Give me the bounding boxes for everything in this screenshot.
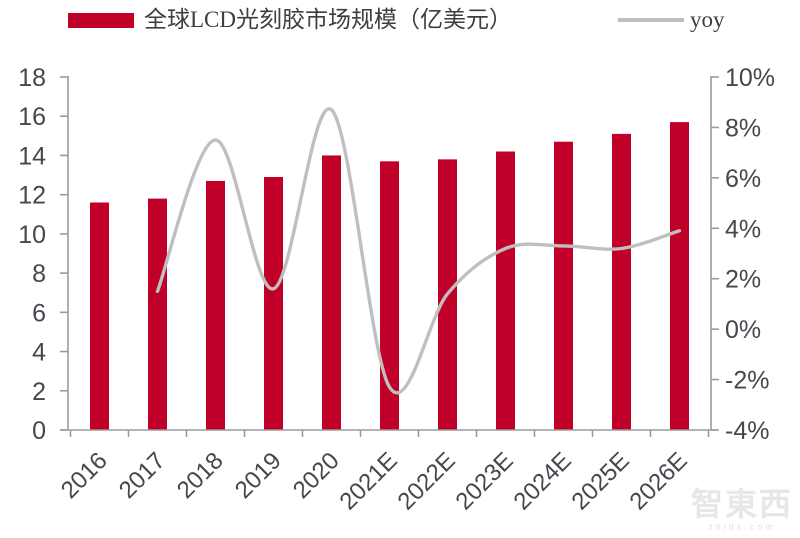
x-axis-label-2018: 2018 (172, 447, 229, 504)
left-axis-tick-label: 0 (32, 417, 46, 445)
line-series-swatch (618, 18, 684, 22)
bar-series-label: 全球LCD光刻胶市场规模（亿美元） (144, 7, 512, 32)
right-axis-tick-label: -4% (725, 417, 769, 445)
legend: 全球LCD光刻胶市场规模（亿美元） yoy (0, 0, 800, 40)
yoy-line (155, 107, 682, 395)
right-axis-tick-label: 8% (725, 114, 761, 142)
left-axis-tick-label: 10 (18, 221, 46, 249)
bar-series-swatch (68, 12, 134, 28)
bar-2021E (380, 161, 399, 431)
left-axis-tick-label: 4 (32, 339, 46, 367)
right-axis-tick-label: 4% (725, 215, 761, 243)
right-axis-tick-label: 10% (725, 64, 775, 92)
bar-2016 (90, 202, 109, 430)
x-axis-label-2023E: 2023E (451, 447, 519, 515)
right-axis-tick-label: 2% (725, 266, 761, 294)
bar-2025E (612, 133, 631, 430)
x-axis-label-2025E: 2025E (567, 447, 635, 515)
left-axis-tick-label: 2 (32, 378, 46, 406)
left-axis-tick-label: 6 (32, 299, 46, 327)
bar-2023E (496, 151, 515, 430)
left-axis-tick-label: 18 (18, 64, 46, 92)
left-axis-tick-label: 12 (18, 182, 46, 210)
bar-2019 (264, 177, 283, 430)
x-axis-label-2021E: 2021E (335, 447, 403, 515)
x-axis-label-2019: 2019 (230, 447, 287, 504)
bar-2020 (322, 155, 341, 430)
bar-2017 (148, 198, 167, 430)
x-axis-label-2024E: 2024E (509, 447, 577, 515)
x-axis-label-2026E: 2026E (625, 447, 693, 515)
right-axis-tick-label: 6% (725, 165, 761, 193)
left-axis-tick-label: 14 (18, 142, 46, 170)
legend-item-bar-series: 全球LCD光刻胶市场规模（亿美元） (68, 8, 512, 32)
x-axis-label-2016: 2016 (56, 447, 113, 504)
left-axis-tick-label: 16 (18, 103, 46, 131)
bar-2018 (206, 180, 225, 430)
left-axis-tick-label: 8 (32, 260, 46, 288)
right-axis-tick-label: -2% (725, 367, 769, 395)
line-series-label: yoy (690, 7, 725, 32)
right-axis-tick-label: 0% (725, 316, 761, 344)
legend-item-line-series: yoy (618, 8, 725, 32)
x-axis-label-2017: 2017 (114, 447, 171, 504)
bar-2024E (554, 141, 573, 430)
x-axis-label-2022E: 2022E (393, 447, 461, 515)
bar-2026E (670, 122, 689, 430)
